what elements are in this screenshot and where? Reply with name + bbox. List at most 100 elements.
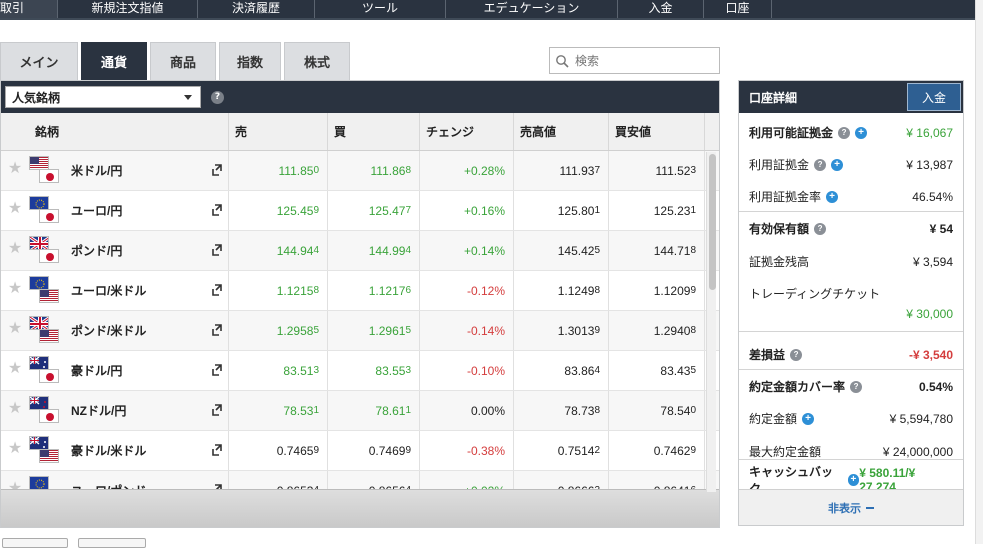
sell-price[interactable]: 83.51 3 (229, 351, 328, 390)
bottom-button-left[interactable] (2, 538, 68, 548)
table-row[interactable]: ★ ユーロ/円 125.45 9 125.47 7 +0.16% 125.80 1 1… (1, 191, 719, 231)
buy-price[interactable]: 0.8656 4 (328, 471, 420, 491)
account-row: キャッシュバック + ¥ 580.11/¥ 27,274 (739, 463, 963, 489)
table-row[interactable]: ★ 米ドル/円 111.85 0 111.86 8 +0.28% 111.93 7 1… (1, 151, 719, 191)
star-icon[interactable]: ★ (7, 399, 23, 417)
help-icon[interactable]: ? (838, 126, 851, 139)
instrument-name: 米ドル/円 (71, 164, 123, 178)
change-value: -0.14% (420, 311, 514, 350)
currency-flags (29, 155, 61, 186)
star-icon[interactable]: ★ (7, 239, 23, 257)
nav-item-5[interactable]: 入金 (618, 0, 704, 18)
nav-item-6[interactable]: 口座 (704, 0, 772, 18)
buy-price[interactable]: 78.61 1 (328, 391, 420, 430)
help-icon[interactable]: ? (814, 158, 827, 171)
flag-icon (29, 235, 49, 250)
expand-icon[interactable] (212, 444, 222, 456)
buy-price[interactable]: 111.86 8 (328, 151, 420, 190)
sell-price[interactable]: 144.94 4 (229, 231, 328, 270)
expand-icon[interactable] (212, 284, 222, 296)
account-row: 利用証拠金率 + 46.54% (739, 188, 963, 205)
nav-item-3[interactable]: ツール (315, 0, 446, 18)
account-value: 46.54% (912, 189, 953, 204)
bottom-button-right[interactable] (78, 538, 146, 548)
star-icon[interactable]: ★ (7, 439, 23, 457)
account-row: 利用可能証拠金? + ¥ 16,067 (739, 124, 963, 141)
tab-4[interactable]: 株式 (284, 42, 350, 80)
table-row[interactable]: ★ ポンド/円 144.94 4 144.99 4 +0.14% 145.42 5 1… (1, 231, 719, 271)
scrollbar-thumb[interactable] (709, 154, 716, 290)
sell-price[interactable]: 78.53 1 (229, 391, 328, 430)
table-row[interactable]: ★ ユーロ/米ドル 1.1215 8 1.1217 6 -0.12% 1.1249 8… (1, 271, 719, 311)
search-icon (556, 54, 569, 68)
buy-price[interactable]: 1.2961 5 (328, 311, 420, 350)
column-header-change[interactable]: チェンジ (420, 113, 514, 150)
column-header-name[interactable]: 銘柄 (1, 113, 229, 150)
hide-details-button[interactable]: 非表示 (739, 489, 963, 525)
sell-price[interactable]: 1.2958 5 (229, 311, 328, 350)
deposit-button[interactable]: 入金 (907, 83, 961, 111)
expand-icon[interactable] (212, 244, 222, 256)
instrument-name: NZドル/円 (71, 404, 127, 418)
instrument-filter-select[interactable]: 人気銘柄 (5, 86, 201, 108)
plus-icon[interactable]: + (847, 474, 860, 486)
star-icon[interactable]: ★ (7, 199, 23, 217)
expand-icon[interactable] (212, 164, 222, 176)
sell-price[interactable]: 111.85 0 (229, 151, 328, 190)
column-header-low[interactable]: 買安値 (609, 113, 705, 150)
search-box[interactable] (549, 47, 720, 74)
nav-item-2[interactable]: 決済履歴 (198, 0, 315, 18)
account-label: 利用可能証拠金? + (749, 124, 868, 141)
account-label: 約定金額カバー率? (749, 378, 863, 395)
column-header-high[interactable]: 売高値 (514, 113, 609, 150)
star-icon[interactable]: ★ (7, 479, 23, 492)
help-icon[interactable]: ? (850, 380, 863, 393)
expand-icon[interactable] (212, 324, 222, 336)
column-header-buy[interactable]: 買 (328, 113, 420, 150)
help-icon[interactable]: ? (790, 348, 803, 361)
nav-item-0[interactable]: 取引 (0, 0, 58, 18)
plus-icon[interactable]: + (802, 412, 815, 425)
sell-price[interactable]: 0.8653 4 (229, 471, 328, 491)
buy-price[interactable]: 144.99 4 (328, 231, 420, 270)
sell-price[interactable]: 125.45 9 (229, 191, 328, 230)
account-value: 0.54% (918, 379, 953, 394)
tab-2[interactable]: 商品 (150, 42, 216, 80)
currency-flags (29, 435, 61, 466)
star-icon[interactable]: ★ (7, 279, 23, 297)
star-icon[interactable]: ★ (7, 319, 23, 337)
table-row[interactable]: ★ 豪ドル/米ドル 0.7465 9 0.7469 9 -0.38% 0.7514 2… (1, 431, 719, 471)
help-icon[interactable]: ? (814, 222, 827, 235)
table-row[interactable]: ★ 豪ドル/円 83.51 3 83.55 3 -0.10% 83.86 4 83.4… (1, 351, 719, 391)
table-row[interactable]: ★ ユーロ/ポンド 0.8653 4 0.8656 4 +0.02% 0.8666 2… (1, 471, 719, 491)
tab-3[interactable]: 指数 (219, 42, 281, 80)
buy-price[interactable]: 83.55 3 (328, 351, 420, 390)
plus-icon[interactable]: + (831, 158, 844, 171)
star-icon[interactable]: ★ (7, 159, 23, 177)
plus-icon[interactable]: + (826, 190, 839, 203)
help-icon[interactable]: ? (211, 90, 224, 104)
expand-icon[interactable] (212, 404, 222, 416)
search-input[interactable] (575, 53, 715, 68)
flag-icon (39, 288, 59, 303)
tab-0[interactable]: メイン (0, 42, 78, 80)
nav-item-1[interactable]: 新規注文指値 (58, 0, 198, 18)
sell-price[interactable]: 0.7465 9 (229, 431, 328, 470)
account-value: ¥ 580.11/¥ 27,274 (859, 466, 916, 489)
table-row[interactable]: ★ ポンド/米ドル 1.2958 5 1.2961 5 -0.14% 1.3013 9… (1, 311, 719, 351)
buy-price[interactable]: 0.7469 9 (328, 431, 420, 470)
currency-flags (29, 395, 61, 426)
buy-price[interactable]: 125.47 7 (328, 191, 420, 230)
column-header-sell[interactable]: 売 (229, 113, 328, 150)
plus-icon[interactable]: + (855, 126, 868, 139)
table-scrollbar[interactable] (706, 152, 716, 492)
nav-item-4[interactable]: エデュケーション (446, 0, 618, 18)
expand-icon[interactable] (212, 204, 222, 216)
expand-icon[interactable] (212, 364, 222, 376)
tab-1[interactable]: 通貨 (81, 42, 147, 80)
table-row[interactable]: ★ NZドル/円 78.53 1 78.61 1 0.00% 78.73 8 78.5… (1, 391, 719, 431)
sell-price[interactable]: 1.1215 8 (229, 271, 328, 310)
change-value: -0.10% (420, 351, 514, 390)
buy-price[interactable]: 1.1217 6 (328, 271, 420, 310)
star-icon[interactable]: ★ (7, 359, 23, 377)
